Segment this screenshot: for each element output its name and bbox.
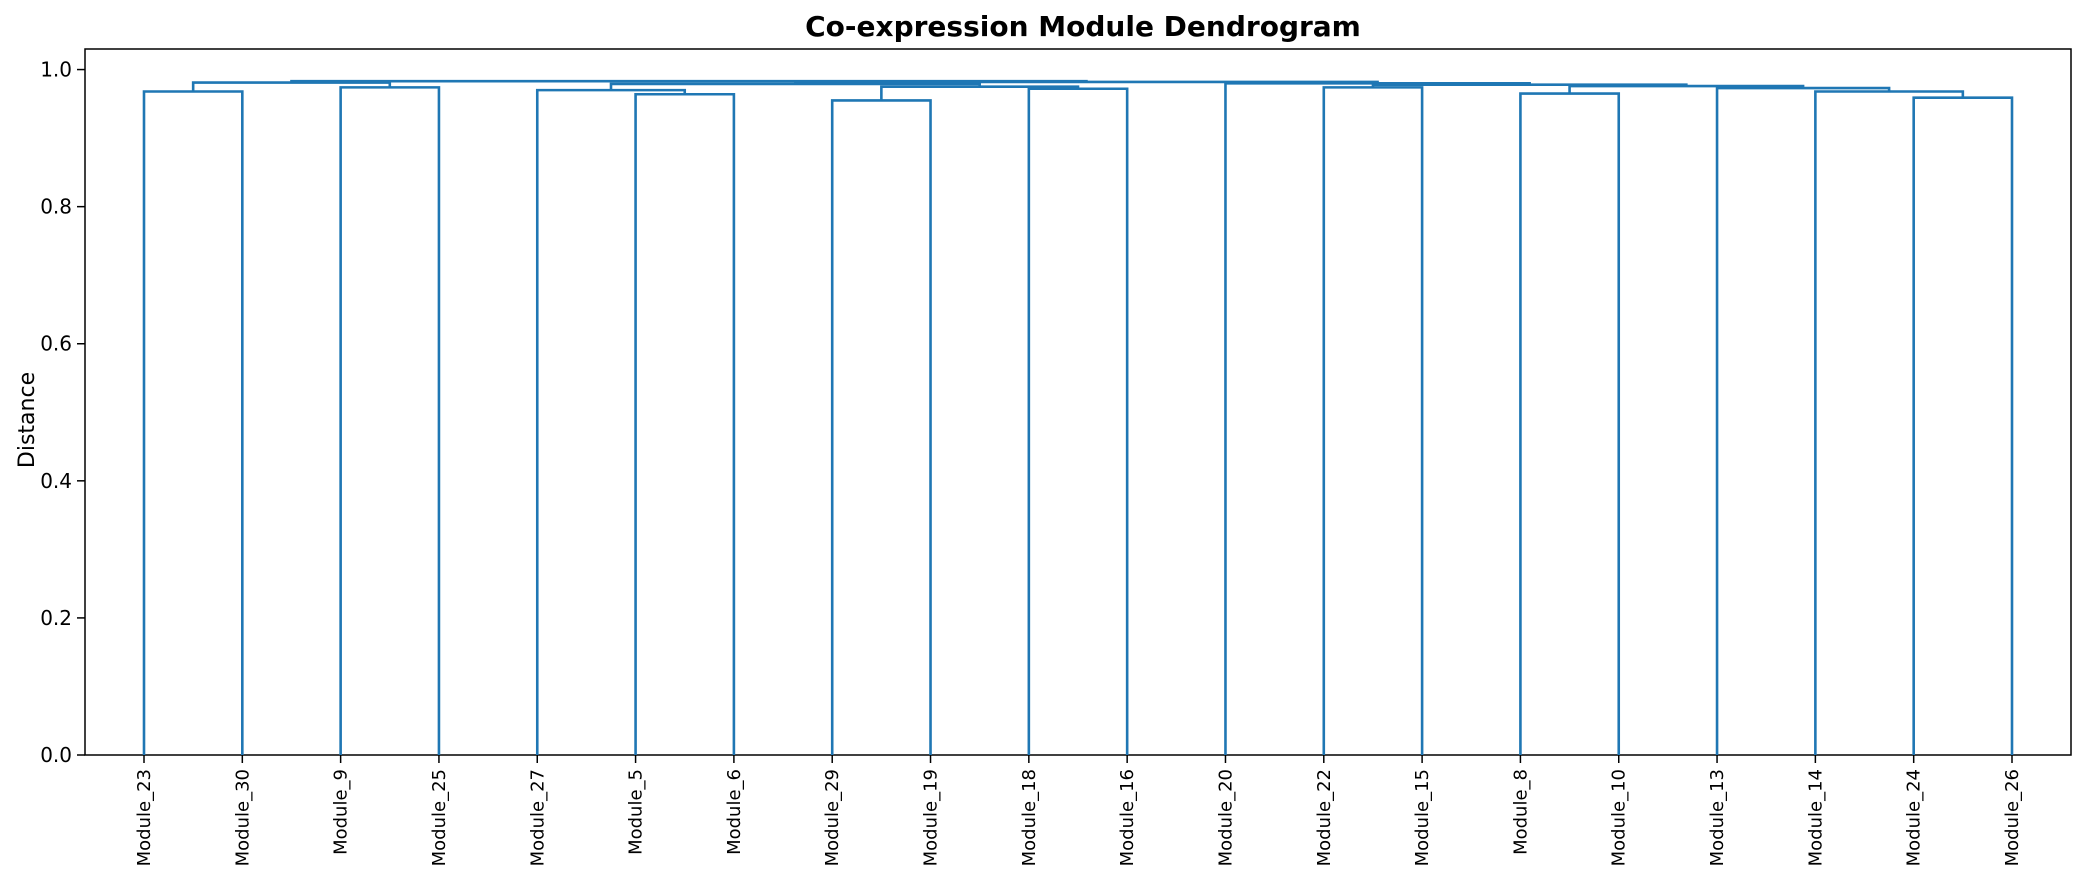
- x-axis-leaf-labels: Module_23 Module_30 Module_9 Module_25 Modul…: [134, 755, 2023, 866]
- plot-area-frame: [84, 48, 2072, 756]
- dendrogram-link: [1715, 86, 1891, 755]
- leaf-label: Module_22: [1314, 769, 1335, 866]
- dendrogram-link: [1519, 92, 1621, 755]
- leaf-label: Module_9: [331, 769, 352, 855]
- y-tick-label: 0.0: [40, 743, 72, 767]
- leaf-label: Module_8: [1510, 769, 1531, 855]
- leaf-label: Module_14: [1805, 769, 1826, 866]
- dendrogram-link: [1027, 87, 1129, 755]
- leaf-label: Module_29: [822, 769, 843, 866]
- dendrogram-link: [794, 80, 1379, 84]
- y-tick-label: 0.8: [40, 195, 72, 219]
- dendrogram-link: [1568, 84, 1805, 94]
- leaf-label: Module_6: [724, 769, 745, 855]
- leaf-label: Module_27: [527, 769, 548, 866]
- dendrogram-link: [609, 82, 981, 91]
- dendrogram-link: [1912, 96, 2014, 755]
- leaf-label: Module_16: [1117, 769, 1138, 866]
- dendrogram-links: [142, 79, 2014, 755]
- dendrogram-link: [535, 88, 687, 755]
- dendrogram-link: [830, 99, 932, 755]
- dendrogram-link: [1814, 90, 1965, 755]
- y-axis-ticks: 0.0 0.2 0.4 0.6 0.8 1.0: [40, 58, 85, 767]
- leaf-label: Module_26: [2002, 769, 2023, 866]
- dendrogram-link: [339, 86, 441, 755]
- dendrogram-link: [290, 79, 1088, 83]
- leaf-label: Module_23: [134, 769, 155, 866]
- dendrogram-link: [1224, 81, 1531, 755]
- y-tick-label: 0.4: [40, 469, 72, 493]
- leaf-label: Module_5: [626, 769, 647, 855]
- leaf-label: Module_15: [1412, 769, 1433, 866]
- y-tick-label: 0.6: [40, 332, 72, 356]
- leaf-label: Module_30: [232, 769, 253, 866]
- leaf-label: Module_10: [1609, 769, 1630, 866]
- y-tick-label: 1.0: [40, 58, 72, 82]
- leaf-label: Module_25: [429, 769, 450, 866]
- leaf-label: Module_18: [1019, 769, 1040, 866]
- dendrogram-link: [634, 92, 736, 755]
- leaf-label: Module_19: [921, 769, 942, 866]
- dendrogram-link: [142, 90, 244, 755]
- leaf-label: Module_24: [1904, 769, 1925, 866]
- y-axis-label: Distance: [15, 372, 40, 468]
- leaf-label: Module_13: [1707, 769, 1728, 866]
- dendrogram-link: [1322, 86, 1424, 755]
- chart-title: Co-expression Module Dendrogram: [805, 10, 1361, 43]
- y-tick-label: 0.2: [40, 606, 72, 630]
- leaf-label: Module_20: [1215, 769, 1236, 866]
